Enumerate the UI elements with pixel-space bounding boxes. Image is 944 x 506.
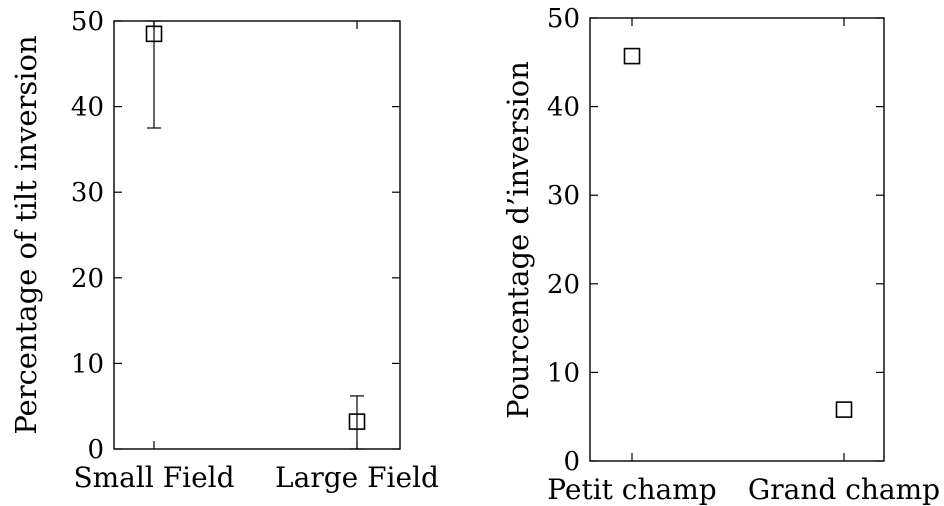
x-tick-label: Petit champ	[547, 473, 716, 506]
y-axis-label: Pourcentage d’inversion	[501, 61, 535, 419]
y-tick-label: 40	[71, 93, 104, 123]
data-point-marker	[623, 47, 641, 65]
chart-panel-left: 0 10 20 30 40 50 Small Field Large Field Percent…	[9, 7, 439, 494]
x-tick-label: Small Field	[73, 461, 234, 494]
data-point-marker	[835, 401, 853, 418]
y-tick-label: 10	[71, 349, 104, 379]
chart-panel-right: 0 10 20 30 40 50 Petit champ Grand champ Pourcen…	[501, 4, 940, 506]
plot-frame	[589, 17, 885, 462]
y-tick-label: 10	[547, 358, 580, 388]
x-tick-label: Large Field	[275, 461, 439, 494]
data-point-marker	[348, 413, 366, 430]
y-tick-label: 40	[547, 93, 580, 123]
y-tick-label: 50	[547, 4, 580, 34]
y-tick-label: 50	[71, 7, 104, 37]
plot-frame	[113, 20, 401, 450]
y-tick-label: 30	[71, 178, 104, 208]
x-tick-label: Grand champ	[748, 473, 940, 506]
y-tick-label: 0	[87, 435, 104, 465]
y-axis-label: Percentage of tilt inversion	[9, 35, 43, 434]
y-tick-label: 20	[71, 264, 104, 294]
y-tick-label: 20	[547, 270, 580, 300]
y-tick-label: 0	[563, 447, 580, 477]
y-tick-label: 30	[547, 181, 580, 211]
data-point-marker	[145, 25, 163, 43]
